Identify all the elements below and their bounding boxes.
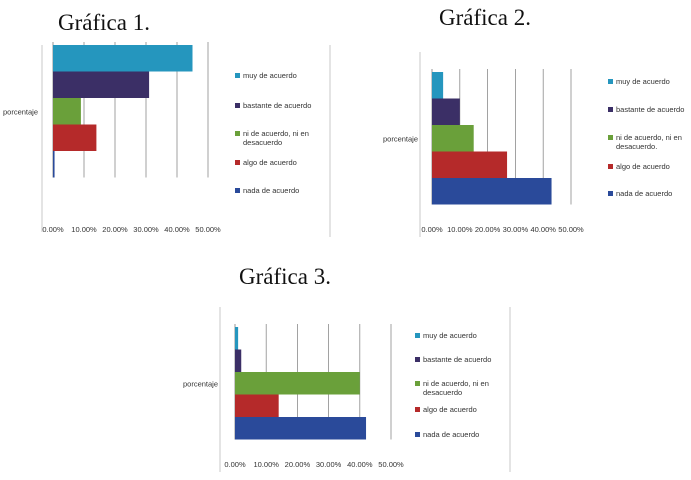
legend-swatch — [415, 333, 420, 338]
x-tick-label: 40.00% — [347, 460, 373, 469]
legend-label: algo de acuerdo — [243, 158, 297, 167]
chart-2-svg: 0.00% 10.00% 20.00% 30.00% 40.00% 50.00% porce… — [383, 52, 684, 237]
bar-nada-de-acuerdo — [235, 417, 367, 440]
chart-title-1: Gráfica 1. — [58, 10, 150, 35]
x-tick-label: 50.00% — [195, 225, 221, 234]
bar-ni-de-acuerdo-ni-en-desacuerdo — [235, 372, 360, 395]
legend-label: muy de acuerdo — [423, 331, 477, 340]
legend-label: ni de acuerdo, ni en desacuerdo. — [616, 133, 682, 151]
x-tick-label: 20.00% — [102, 225, 128, 234]
x-tick-label: 30.00% — [133, 225, 159, 234]
chart-1-svg: 0.00% 10.00% 20.00% 30.00% 40.00% 50.00% porce… — [3, 42, 331, 237]
bar-ni-de-acuerdo-ni-en-desacuerdo — [53, 98, 81, 125]
legend-swatch — [415, 357, 420, 362]
x-tick-label: 10.00% — [71, 225, 97, 234]
legend-label: algo de acuerdo — [616, 162, 670, 171]
bar-algo-de-acuerdo — [53, 124, 97, 151]
x-tick-label: 10.00% — [447, 225, 473, 234]
legend-swatch — [415, 432, 420, 437]
bar-muy-de-acuerdo — [235, 327, 239, 350]
legend-label: nada de acuerdo — [243, 186, 299, 195]
x-tick-label: 10.00% — [253, 460, 279, 469]
legend-label: ni de acuerdo, ni en desacuerdo — [423, 379, 489, 397]
chart-title-2: Gráfica 2. — [439, 5, 531, 30]
bar-ni-de-acuerdo-ni-en-desacuerdo — [432, 125, 474, 152]
legend-swatch — [415, 407, 420, 412]
x-tick-label: 30.00% — [503, 225, 529, 234]
x-tick-label: 30.00% — [316, 460, 342, 469]
category-label: porcentaje — [383, 134, 418, 143]
bar-muy-de-acuerdo — [53, 45, 193, 72]
x-tick-label: 50.00% — [558, 225, 584, 234]
legend-label: algo de acuerdo — [423, 405, 477, 414]
legend-swatch — [608, 191, 613, 196]
x-tick-label: 0.00% — [421, 225, 443, 234]
bar-algo-de-acuerdo — [432, 151, 508, 178]
legend-label: muy de acuerdo — [243, 71, 297, 80]
x-tick-label: 20.00% — [285, 460, 311, 469]
legend-swatch — [608, 135, 613, 140]
chart-panel-2: 0.00% 10.00% 20.00% 30.00% 40.00% 50.00% porce… — [380, 42, 691, 247]
x-tick-label: 0.00% — [224, 460, 246, 469]
category-label: porcentaje — [3, 107, 38, 116]
x-tick-label: 40.00% — [164, 225, 190, 234]
x-tick-label: 20.00% — [475, 225, 501, 234]
legend-swatch — [415, 381, 420, 386]
legend-label: nada de acuerdo — [423, 430, 479, 439]
legend-label: nada de acuerdo — [616, 189, 672, 198]
legend-label: bastante de acuerdo — [616, 105, 684, 114]
chart-panel-1: 0.00% 10.00% 20.00% 30.00% 40.00% 50.00% porce… — [0, 42, 345, 247]
legend-swatch — [235, 160, 240, 165]
legend-swatch — [235, 73, 240, 78]
bar-nada-de-acuerdo — [53, 151, 55, 178]
x-tick-label: 0.00% — [42, 225, 64, 234]
legend-label: bastante de acuerdo — [423, 355, 491, 364]
legend-label: muy de acuerdo — [616, 77, 670, 86]
legend-label: ni de acuerdo, ni en desacuerdo — [243, 129, 309, 147]
legend-swatch — [608, 164, 613, 169]
legend-swatch — [235, 131, 240, 136]
x-tick-label: 50.00% — [378, 460, 404, 469]
bar-bastante-de-acuerdo — [53, 71, 150, 98]
legend-swatch — [235, 103, 240, 108]
x-tick-label: 40.00% — [530, 225, 556, 234]
category-label: porcentaje — [183, 379, 218, 388]
bar-bastante-de-acuerdo — [432, 98, 460, 125]
bar-muy-de-acuerdo — [432, 72, 444, 99]
chart-title-3: Gráfica 3. — [239, 264, 331, 289]
legend-label: bastante de acuerdo — [243, 101, 311, 110]
chart-panel-3: 0.00% 10.00% 20.00% 30.00% 40.00% 50.00% porce… — [180, 302, 520, 480]
bar-bastante-de-acuerdo — [235, 349, 242, 372]
legend-swatch — [235, 188, 240, 193]
chart-3-svg: 0.00% 10.00% 20.00% 30.00% 40.00% 50.00% porce… — [183, 307, 511, 472]
bar-nada-de-acuerdo — [432, 178, 552, 205]
bar-algo-de-acuerdo — [235, 394, 279, 417]
legend-swatch — [608, 107, 613, 112]
legend-swatch — [608, 79, 613, 84]
